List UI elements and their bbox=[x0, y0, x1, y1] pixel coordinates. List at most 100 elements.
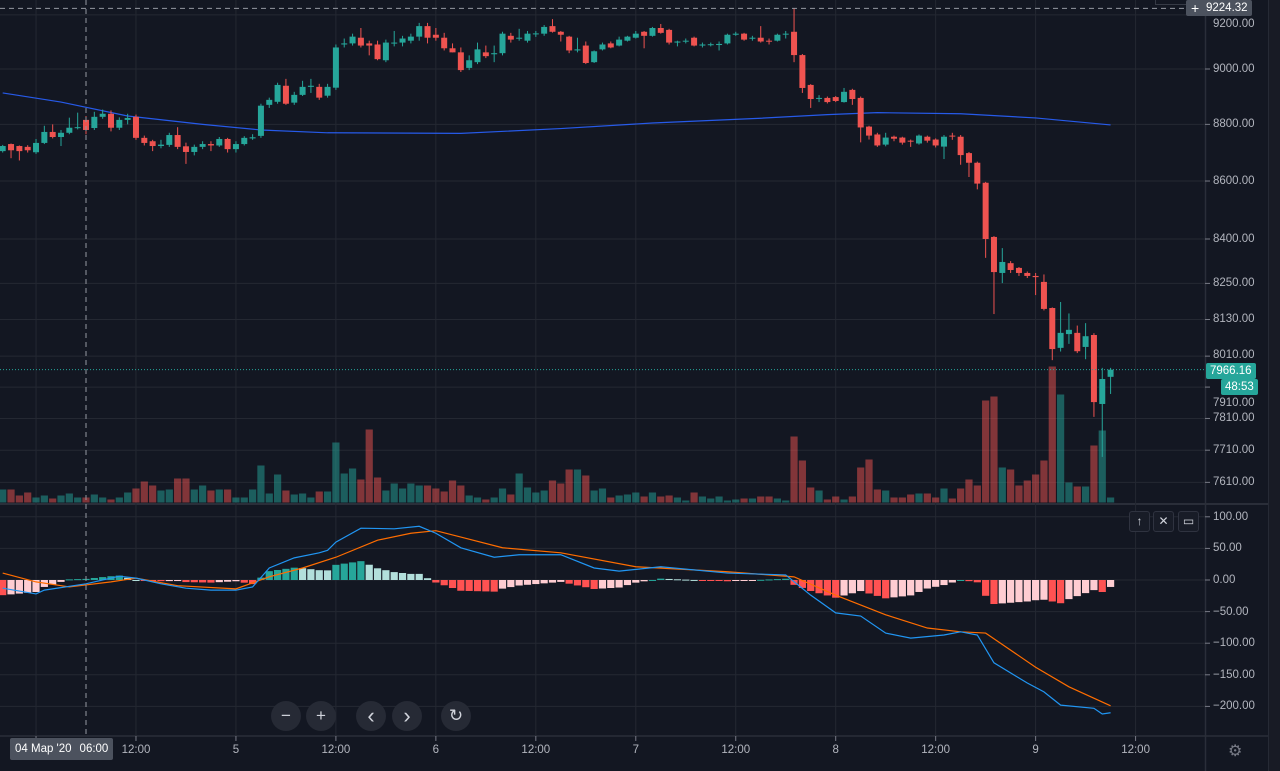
macd-histogram-bar bbox=[0, 580, 7, 596]
time-tick-label: 12:00 bbox=[321, 744, 351, 756]
candle bbox=[357, 28, 364, 48]
candle-body bbox=[474, 49, 481, 63]
macd-indicator bbox=[0, 525, 1115, 715]
maximize-icon: ▭ bbox=[1182, 514, 1195, 528]
candle-body bbox=[191, 146, 198, 152]
candle-body bbox=[1074, 332, 1081, 352]
candle-body bbox=[857, 97, 864, 128]
macd-histogram-bar bbox=[657, 578, 665, 580]
reset-chart-button[interactable]: ↻ bbox=[441, 701, 471, 731]
candle bbox=[466, 55, 473, 71]
candle-body bbox=[91, 116, 98, 129]
scroll-left-button[interactable]: ‹ bbox=[356, 701, 386, 731]
price-tick-label: 8600.00 bbox=[1213, 175, 1255, 188]
candle bbox=[99, 109, 106, 119]
volume-bar bbox=[898, 497, 906, 503]
volume-bar bbox=[90, 494, 98, 503]
macd-histogram-bar bbox=[282, 568, 290, 580]
candle-body bbox=[965, 153, 972, 163]
macd-histogram-bar bbox=[940, 580, 948, 586]
macd-histogram-bar bbox=[24, 580, 32, 593]
volume-bar bbox=[657, 496, 665, 503]
volume-bar bbox=[1040, 460, 1048, 503]
volume-bar bbox=[249, 489, 257, 503]
candle-body bbox=[674, 41, 681, 43]
candle bbox=[291, 91, 298, 105]
candle bbox=[432, 28, 439, 41]
candle-body bbox=[982, 182, 989, 239]
volume-bar bbox=[65, 493, 73, 503]
volume-bar bbox=[199, 485, 207, 503]
close-pane-button[interactable]: ✕ bbox=[1153, 511, 1174, 532]
volume-bar bbox=[315, 491, 323, 503]
chevron-left-icon: ‹ bbox=[367, 703, 375, 728]
candle bbox=[33, 138, 40, 154]
candlestick-series bbox=[0, 8, 1114, 457]
macd-histogram-bar bbox=[99, 577, 107, 580]
volume-bar bbox=[1032, 474, 1040, 503]
candle-body bbox=[599, 44, 606, 50]
time-tick-label: 12:00 bbox=[521, 744, 551, 756]
volume-bar bbox=[723, 500, 732, 503]
macd-tick-label: −150.00 bbox=[1213, 668, 1255, 681]
move-pane-up-button[interactable]: ↑ bbox=[1129, 511, 1150, 532]
candle bbox=[924, 135, 931, 143]
volume-bar bbox=[990, 396, 998, 503]
candle-body bbox=[574, 49, 581, 51]
time-tick-label: 9 bbox=[1032, 744, 1039, 756]
macd-histogram-bar bbox=[190, 580, 198, 583]
candle bbox=[149, 139, 156, 152]
last-price-label: 7966.16 bbox=[1206, 363, 1256, 379]
candle-body bbox=[266, 99, 273, 105]
volume-bar bbox=[673, 497, 682, 503]
volume-bar bbox=[540, 490, 548, 503]
macd-histogram-bar bbox=[648, 579, 657, 581]
macd-histogram-bar bbox=[673, 579, 682, 581]
candle-body bbox=[33, 142, 40, 153]
macd-histogram-bar bbox=[457, 580, 465, 591]
candle bbox=[516, 28, 523, 41]
macd-histogram-bar bbox=[507, 580, 515, 588]
macd-histogram-bar bbox=[207, 580, 215, 583]
candle bbox=[24, 145, 31, 153]
candle-body bbox=[199, 144, 206, 147]
candle bbox=[257, 103, 264, 138]
volume-bar bbox=[15, 495, 23, 503]
candle-body bbox=[940, 136, 947, 147]
time-tick-label: 12:00 bbox=[1121, 744, 1150, 756]
macd-histogram-bar bbox=[1040, 580, 1048, 600]
volume-bar bbox=[415, 485, 423, 503]
candle-body bbox=[174, 135, 181, 147]
zoom-in-button[interactable]: + bbox=[306, 701, 336, 731]
candle bbox=[399, 35, 406, 47]
volume-bar bbox=[498, 488, 507, 503]
macd-histogram-bar bbox=[15, 580, 23, 594]
chart-overlay bbox=[0, 0, 1205, 736]
volume-bar bbox=[973, 485, 981, 503]
macd-histogram-bar bbox=[157, 580, 165, 582]
candle-body bbox=[41, 131, 48, 143]
volume-bar bbox=[32, 497, 40, 503]
volume-bar bbox=[1106, 497, 1115, 503]
volume-bar bbox=[465, 495, 473, 503]
maximize-pane-button[interactable]: ▭ bbox=[1178, 511, 1199, 532]
candle bbox=[116, 117, 123, 130]
candle bbox=[249, 134, 256, 140]
candle-body bbox=[657, 28, 664, 33]
candle bbox=[666, 28, 673, 45]
scroll-right-button[interactable]: › bbox=[392, 701, 422, 731]
candle-body bbox=[999, 261, 1006, 273]
volume-bar bbox=[940, 488, 948, 503]
candle-body bbox=[282, 85, 289, 104]
settings-gear-icon[interactable]: ⚙ bbox=[1228, 743, 1243, 760]
candle-body bbox=[616, 39, 623, 46]
zoom-out-button[interactable]: − bbox=[271, 701, 301, 731]
macd-histogram-bar bbox=[640, 580, 648, 582]
scrollbar[interactable] bbox=[1268, 0, 1280, 771]
plus-icon[interactable]: + bbox=[1191, 0, 1200, 16]
volume-bar bbox=[115, 497, 123, 503]
time-tick-label: 12:00 bbox=[921, 744, 951, 756]
volume-bar bbox=[323, 491, 332, 503]
